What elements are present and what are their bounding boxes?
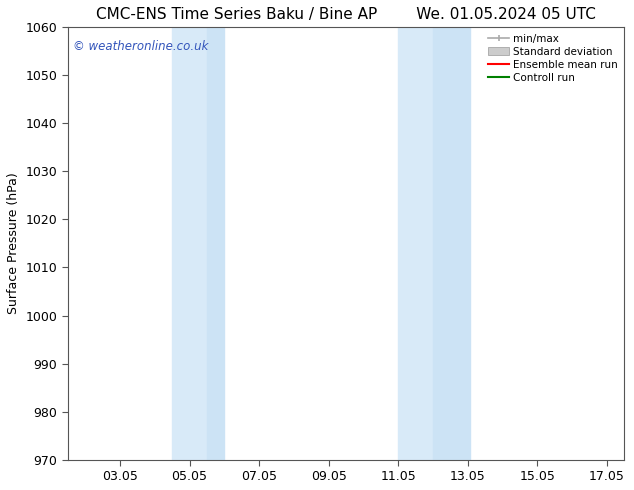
Bar (207, 27, 224, 460)
Bar (398, 27, 433, 460)
Text: © weatheronline.co.uk: © weatheronline.co.uk (74, 40, 209, 53)
Title: CMC-ENS Time Series Baku / Bine AP        We. 01.05.2024 05 UTC: CMC-ENS Time Series Baku / Bine AP We. 0… (96, 7, 596, 22)
Y-axis label: Surface Pressure (hPa): Surface Pressure (hPa) (7, 172, 20, 314)
Bar (172, 27, 207, 460)
Legend: min/max, Standard deviation, Ensemble mean run, Controll run: min/max, Standard deviation, Ensemble me… (486, 30, 621, 86)
Bar (433, 27, 470, 460)
